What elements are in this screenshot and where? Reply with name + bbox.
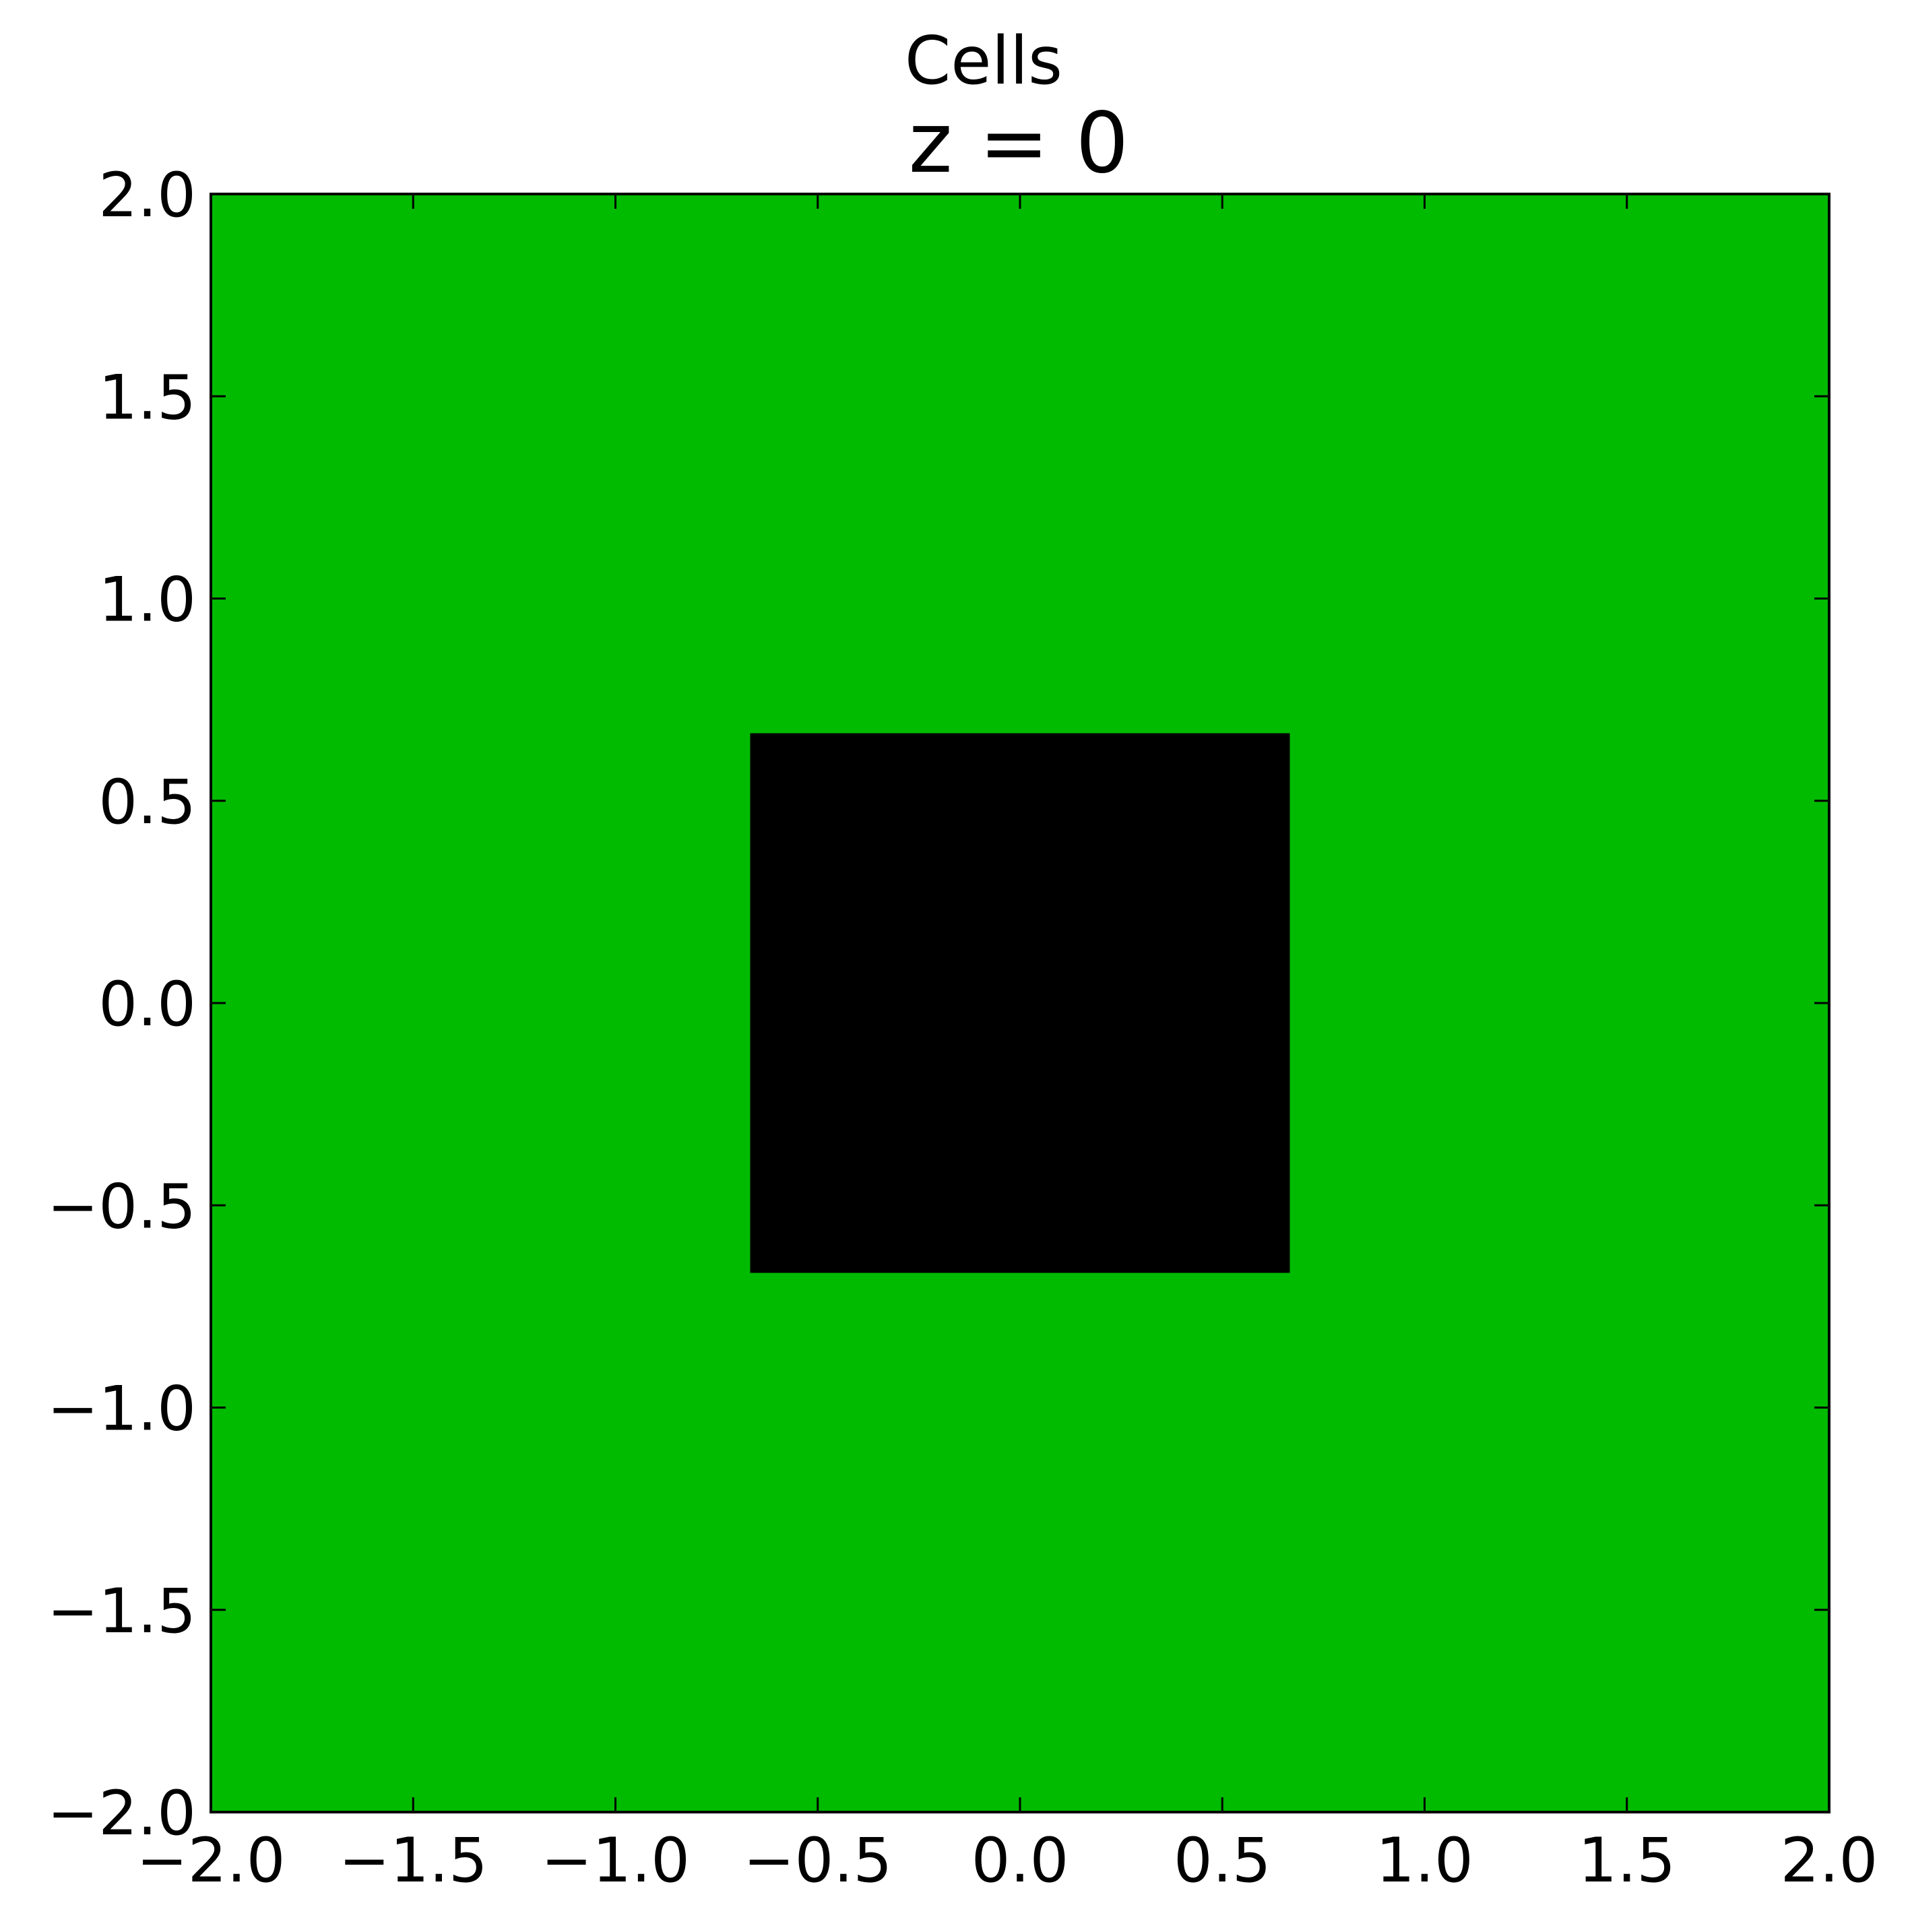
y-tick-label: 1.0 [98,565,196,636]
x-tick-label: 1.0 [1376,1826,1473,1896]
cell-region-0 [750,733,1290,1273]
y-tick-label: −0.5 [47,1171,196,1242]
x-tick-label: 2.0 [1781,1826,1878,1896]
x-tick-label: −0.5 [743,1826,892,1896]
x-tick-label: −1.0 [541,1826,690,1896]
y-tick-label: 0.5 [98,767,196,838]
axes-frame [210,193,1830,1813]
x-tick-label: 1.5 [1578,1826,1676,1896]
y-tick-label: −1.5 [47,1576,196,1647]
x-tick-label: 0.0 [971,1826,1069,1896]
x-tick-label: −2.0 [137,1826,286,1896]
chart-subtitle: z = 0 [909,95,1129,192]
x-tick-label: 0.5 [1174,1826,1271,1896]
y-tick-label: −2.0 [47,1778,196,1849]
y-tick-label: 2.0 [98,160,196,231]
y-tick-label: 0.0 [98,969,196,1040]
chart-title: Cells [905,23,1062,100]
y-tick-label: −1.0 [47,1374,196,1445]
x-tick-label: −1.5 [339,1826,488,1896]
y-tick-label: 1.5 [98,362,196,433]
